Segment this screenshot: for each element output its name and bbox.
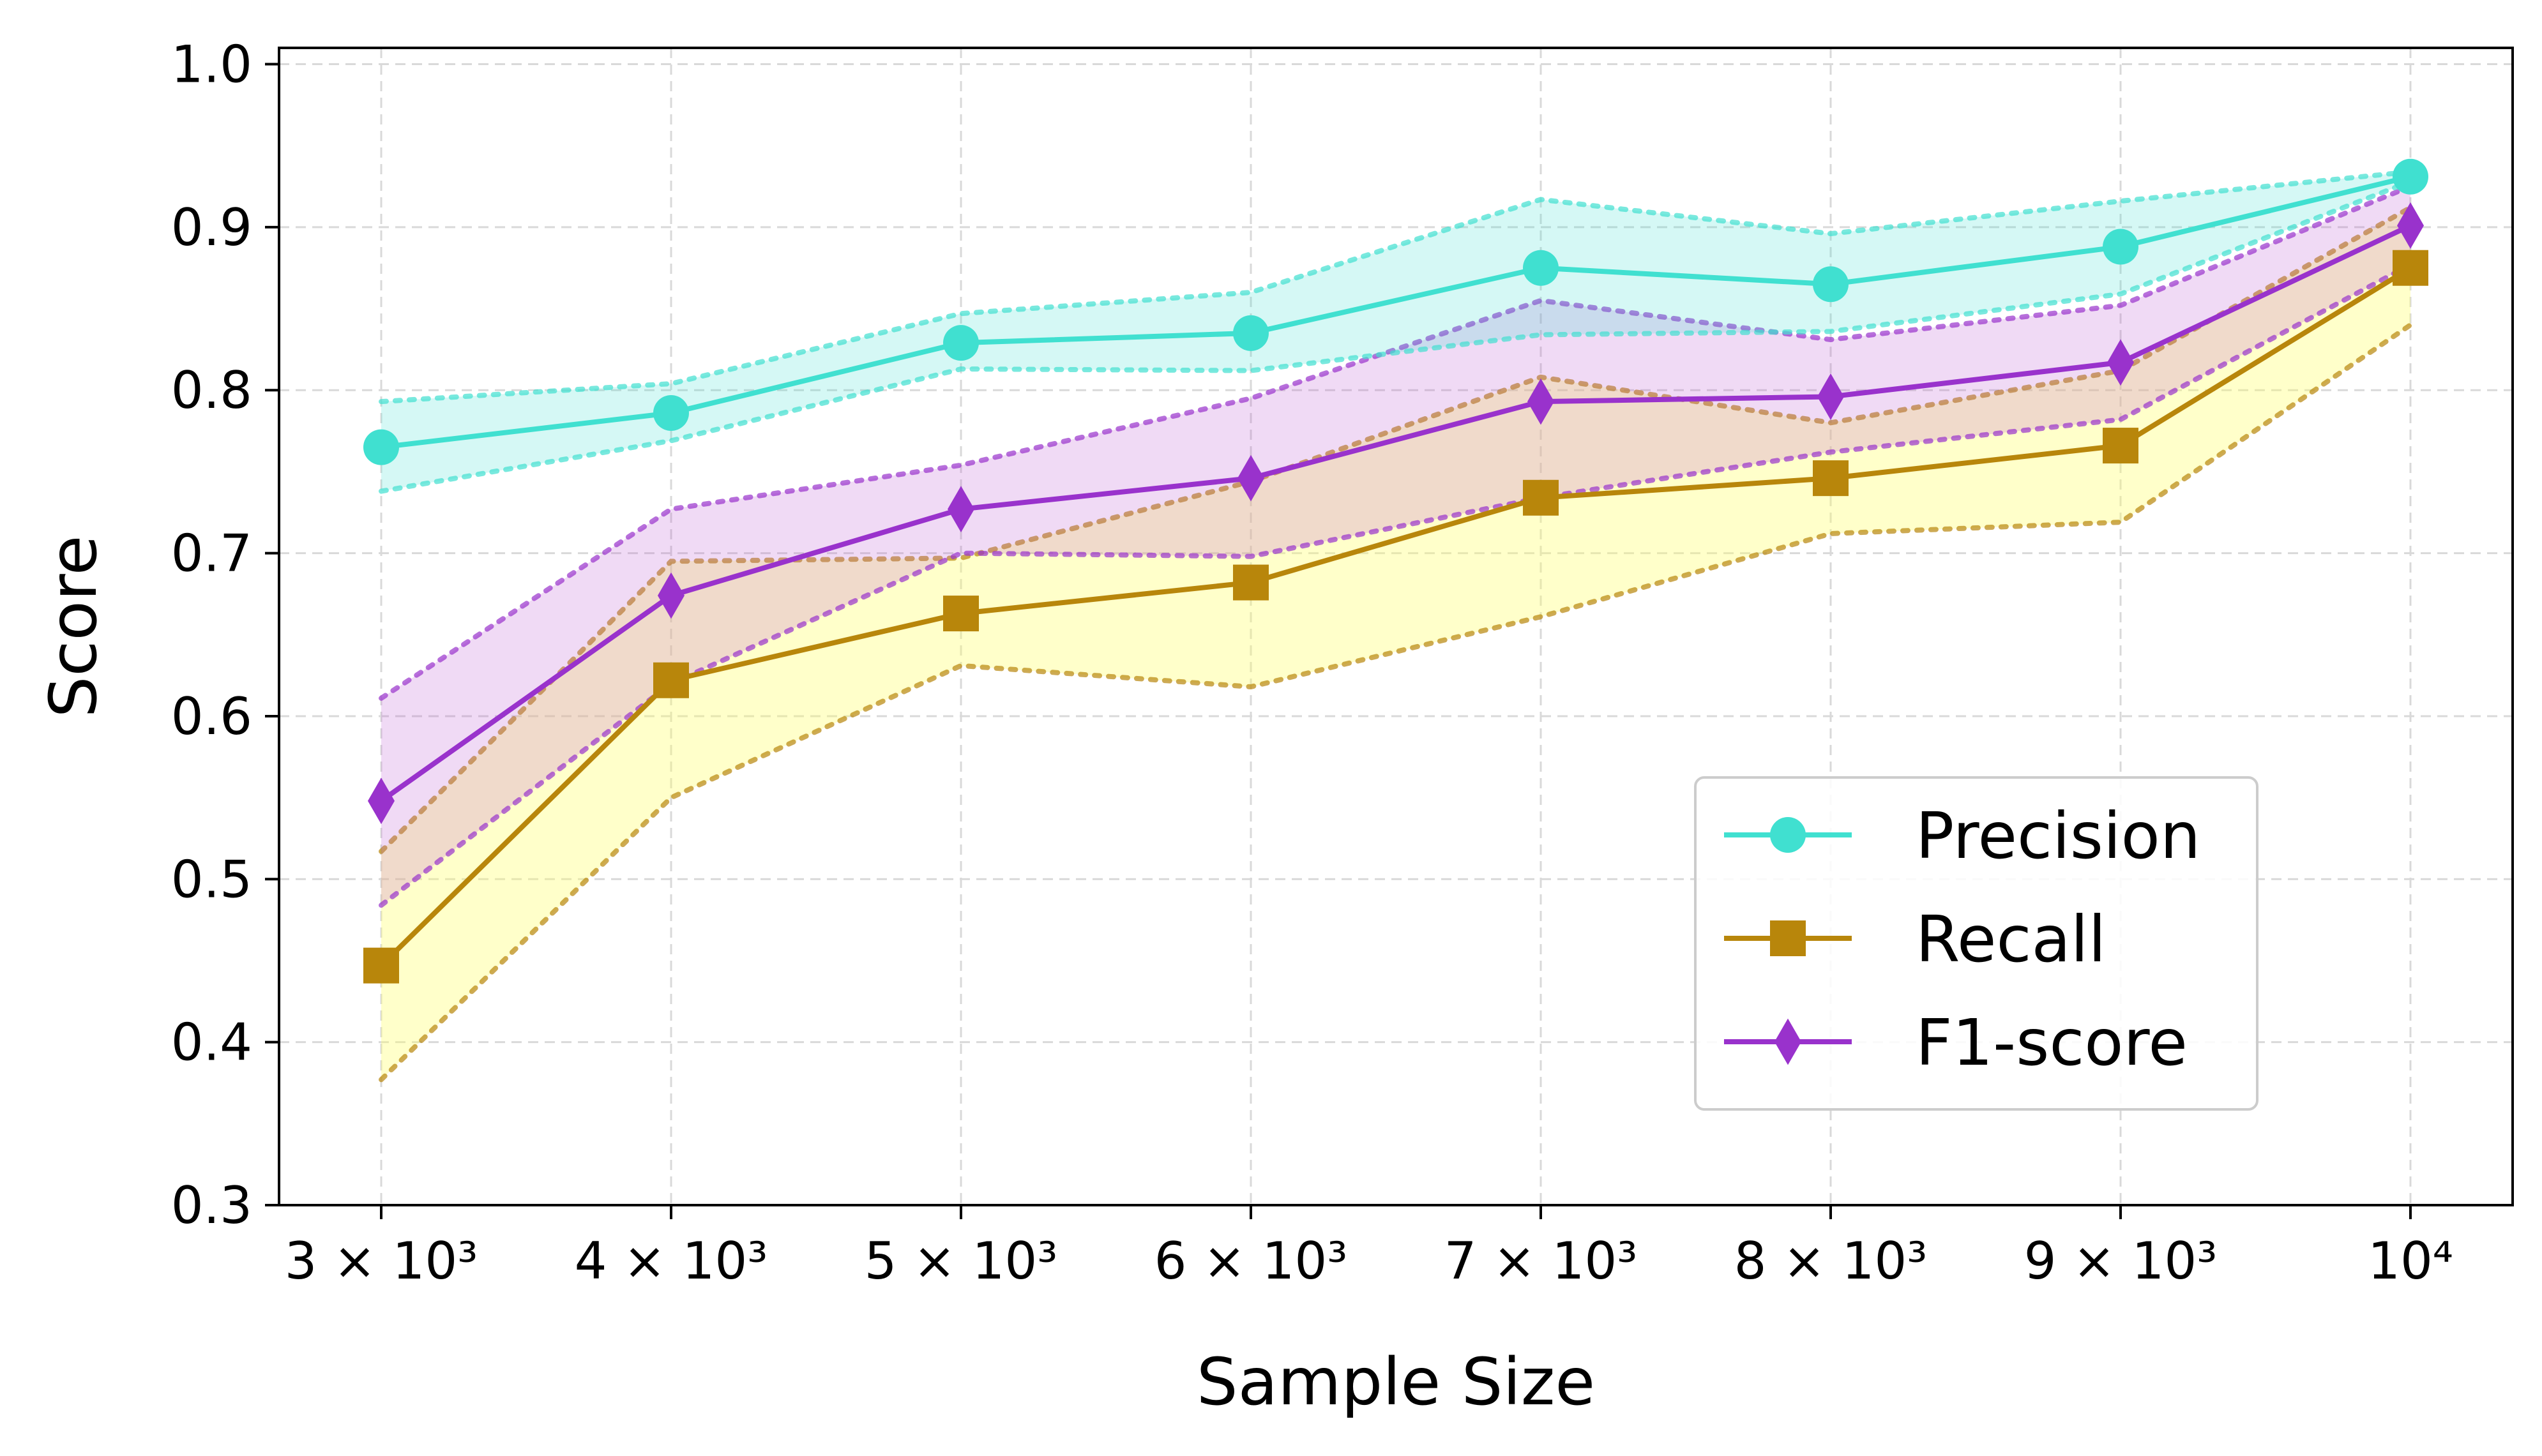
x-tick-label-6: 9 × 10³	[2024, 1231, 2218, 1291]
data-point-precision-1	[653, 394, 689, 431]
data-point-f1-score-1	[658, 572, 685, 619]
data-point-f1-score-0	[368, 777, 395, 825]
y-tick-label-5: 0.8	[171, 361, 252, 420]
data-point-f1-score-2	[948, 486, 974, 533]
x-tick-label-1: 4 × 10³	[575, 1231, 768, 1291]
y-tick-label-3: 0.6	[171, 687, 252, 746]
band-lower-precision	[379, 179, 2413, 494]
series-line-recall	[379, 266, 2412, 968]
legend-box	[1694, 776, 2258, 1111]
data-point-recall-7	[2393, 250, 2428, 286]
data-point-recall-6	[2103, 428, 2138, 464]
x-tick-label-0: 3 × 10³	[285, 1231, 478, 1291]
band-upper-precision	[379, 169, 2413, 405]
series-line-precision	[381, 174, 2411, 450]
legend-label-f1-score: F1-score	[1916, 1005, 2188, 1080]
data-point-precision-5	[1813, 266, 1849, 303]
x-axis-ticks: 3 × 10³ 4 × 10³ 5 × 10³ 6 × 10³ 7 × 10³ 8 × 1…	[285, 1205, 2453, 1291]
confidence-bands	[379, 169, 2413, 1083]
series-line-f1-score	[379, 223, 2412, 803]
data-point-recall-4	[1523, 479, 1559, 516]
data-point-precision-0	[363, 429, 399, 465]
band-lower-recall	[379, 322, 2413, 1083]
x-tick-label-7: 10⁴	[2368, 1231, 2453, 1291]
y-tick-label-6: 0.9	[171, 198, 252, 257]
data-point-f1-score-4	[1527, 378, 1554, 425]
data-point-recall-0	[363, 947, 399, 984]
y-axis-title: Score	[36, 536, 112, 718]
band-recall	[381, 207, 2410, 1080]
y-tick-label-4: 0.7	[171, 524, 252, 583]
legend: Precision Recall F1-score	[1694, 776, 2258, 1111]
data-point-precision-7	[2393, 158, 2428, 195]
y-tick-label-1: 0.4	[171, 1013, 252, 1072]
data-point-precision-3	[1233, 315, 1269, 351]
series-markers	[363, 158, 2428, 984]
band-f1-score	[381, 186, 2410, 906]
legend-label-precision: Precision	[1916, 799, 2200, 873]
band-upper-f1-score	[379, 184, 2413, 701]
x-tick-label-4: 7 × 10³	[1444, 1231, 1638, 1291]
data-point-f1-score-5	[1817, 373, 1844, 420]
y-tick-label-0: 0.3	[171, 1176, 252, 1235]
data-point-recall-1	[653, 662, 689, 698]
legend-marker-f1-score	[1774, 1018, 1801, 1065]
y-tick-label-7: 1.0	[171, 35, 252, 94]
data-point-precision-2	[943, 325, 979, 361]
legend-marker-recall	[1770, 920, 1806, 956]
x-tick-label-3: 6 × 10³	[1154, 1231, 1348, 1291]
data-point-f1-score-7	[2397, 202, 2424, 249]
data-point-f1-score-6	[2107, 339, 2134, 386]
data-point-recall-5	[1813, 460, 1849, 497]
legend-label-recall: Recall	[1916, 902, 2106, 977]
band-lower-f1-score	[379, 262, 2413, 908]
plot-frame	[278, 47, 2514, 1206]
data-point-precision-6	[2103, 229, 2138, 265]
y-axis-ticks: 0.3 0.4 0.5 0.6 0.7 0.8 0.9 1.0	[171, 35, 279, 1235]
x-axis-title: Sample Size	[1197, 1344, 1595, 1420]
data-point-f1-score-3	[1237, 454, 1264, 502]
band-upper-recall	[379, 205, 2413, 854]
data-point-precision-4	[1523, 250, 1559, 286]
legend-marker-precision	[1770, 817, 1806, 853]
x-tick-label-5: 8 × 10³	[1734, 1231, 1928, 1291]
data-point-recall-3	[1233, 564, 1269, 601]
data-point-recall-2	[943, 596, 979, 632]
y-tick-label-2: 0.5	[171, 850, 252, 909]
x-tick-label-2: 5 × 10³	[865, 1231, 1058, 1291]
band-precision	[381, 172, 2410, 492]
series-lines	[379, 174, 2412, 968]
